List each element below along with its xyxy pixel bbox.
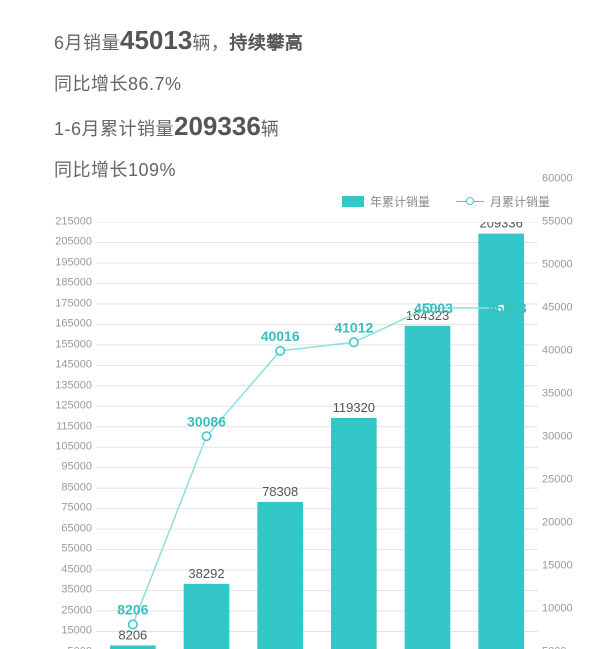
y-left-tick: 195000 <box>50 257 92 268</box>
hl3-unit: 辆 <box>261 119 280 139</box>
legend-line-marker <box>456 195 484 207</box>
svg-text:8206: 8206 <box>117 601 148 617</box>
headline-2: 同比增长86.7% <box>54 70 580 99</box>
y-left-tick: 85000 <box>50 482 92 493</box>
plot-area: 8206382927830811932016432320933682063008… <box>96 222 538 649</box>
y-right-tick: 45000 <box>542 302 584 313</box>
y-left-tick: 75000 <box>50 503 92 514</box>
y-axis-right: 5000100001500020000250003000035000400004… <box>538 222 580 649</box>
svg-text:209336: 209336 <box>479 222 522 231</box>
y-left-tick: 115000 <box>50 421 92 432</box>
y-left-tick: 65000 <box>50 523 92 534</box>
y-left-tick: 105000 <box>50 442 92 453</box>
hl3-big: 209336 <box>174 111 261 141</box>
legend: 年累计销量 月累计销量 <box>54 193 580 210</box>
hl3-prefix: 1-6月累计销量 <box>54 119 174 139</box>
headline-4: 同比增长109% <box>54 156 580 185</box>
page: 6月销量45013辆，持续攀高 同比增长86.7% 1-6月累计销量209336… <box>0 0 600 649</box>
y-left-tick: 95000 <box>50 462 92 473</box>
y-right-tick: 30000 <box>542 431 584 442</box>
chart: 5000150002500035000450005500065000750008… <box>54 216 580 649</box>
y-left-tick: 135000 <box>50 380 92 391</box>
y-right-tick: 50000 <box>542 259 584 270</box>
svg-text:30086: 30086 <box>187 413 226 429</box>
y-right-tick: 55000 <box>542 216 584 227</box>
chart-svg: 8206382927830811932016432320933682063008… <box>96 222 538 649</box>
y-left-tick: 155000 <box>50 339 92 350</box>
y-left-tick: 25000 <box>50 605 92 616</box>
y-right-tick: 35000 <box>542 388 584 399</box>
headline-1: 6月销量45013辆，持续攀高 <box>54 20 580 62</box>
legend-bar-swatch <box>342 196 364 207</box>
y-right-tick: 10000 <box>542 603 584 614</box>
y-left-tick: 205000 <box>50 237 92 248</box>
hl1-prefix: 6月销量 <box>54 33 120 53</box>
svg-text:45003: 45003 <box>414 300 453 316</box>
svg-text:8206: 8206 <box>118 627 147 642</box>
svg-text:119320: 119320 <box>333 400 375 415</box>
y-left-tick: 45000 <box>50 564 92 575</box>
y-left-tick: 15000 <box>50 626 92 637</box>
svg-text:45013: 45013 <box>488 300 527 316</box>
hl1-suffix: 持续攀高 <box>229 33 303 53</box>
y-left-tick: 125000 <box>50 401 92 412</box>
svg-text:38292: 38292 <box>188 566 224 581</box>
y-right-tick: 15000 <box>542 560 584 571</box>
svg-text:40016: 40016 <box>261 328 300 344</box>
y-right-tick: 25000 <box>542 474 584 485</box>
y-right-tick: 40000 <box>542 345 584 356</box>
y-left-tick: 215000 <box>50 216 92 227</box>
y-right-tick: 60000 <box>542 173 584 184</box>
y-left-tick: 185000 <box>50 278 92 289</box>
headline-3: 1-6月累计销量209336辆 <box>54 106 580 148</box>
y-axis-left: 5000150002500035000450005500065000750008… <box>54 222 96 649</box>
y-left-tick: 145000 <box>50 360 92 371</box>
y-left-tick: 55000 <box>50 544 92 555</box>
headline-block: 6月销量45013辆，持续攀高 同比增长86.7% 1-6月累计销量209336… <box>54 20 580 185</box>
legend-line-label: 月累计销量 <box>490 193 550 210</box>
y-right-tick: 20000 <box>542 517 584 528</box>
y-left-tick: 175000 <box>50 298 92 309</box>
svg-text:78308: 78308 <box>262 484 298 499</box>
svg-text:41012: 41012 <box>334 319 373 335</box>
hl1-big: 45013 <box>120 25 192 55</box>
legend-bar: 年累计销量 <box>342 193 430 210</box>
y-left-tick: 35000 <box>50 585 92 596</box>
legend-line: 月累计销量 <box>456 193 550 210</box>
hl1-unit: 辆， <box>192 33 229 53</box>
legend-bar-label: 年累计销量 <box>370 193 430 210</box>
y-left-tick: 165000 <box>50 319 92 330</box>
